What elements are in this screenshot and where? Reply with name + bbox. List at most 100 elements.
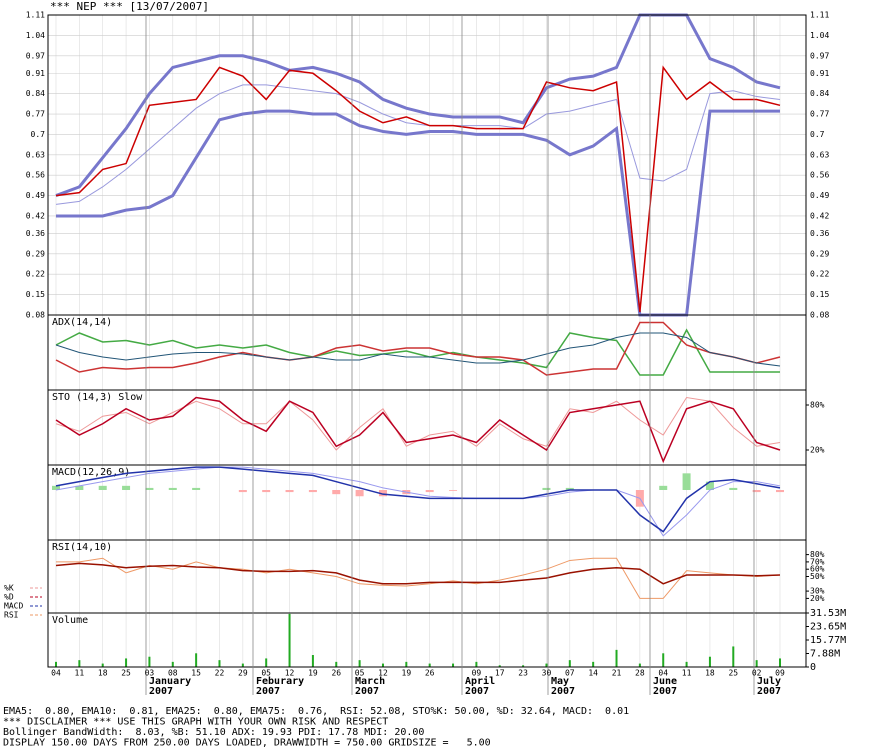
x-tick-label: 11 [682, 669, 692, 678]
series-line [55, 466, 781, 533]
series-line [56, 109, 780, 317]
x-tick-label: 19 [402, 669, 412, 678]
x-tick-label: 19 [308, 669, 318, 678]
panel-title: STO (14,3) Slow [52, 392, 143, 403]
histogram-bar [682, 473, 691, 490]
histogram-bar [52, 485, 60, 490]
volume-bar [171, 661, 174, 667]
x-tick-label: 11 [75, 669, 85, 678]
footer-line: DISPLAY 150.00 DAYS FROM 250.00 DAYS LOA… [3, 738, 491, 749]
y-tick-label-left: 0.97 [26, 51, 45, 60]
year-label: 2007 [256, 686, 280, 697]
x-tick-label: 25 [121, 669, 131, 678]
y-tick-label: 50% [810, 572, 825, 581]
y-tick-label: 0.77 [810, 110, 829, 119]
month-label: Feburary [256, 676, 304, 687]
panel-title: RSI(14,10) [52, 542, 112, 553]
y-tick-label: 0.97 [810, 51, 829, 60]
y-tick-label: 0.91 [810, 69, 829, 78]
legend-label: RSI [4, 611, 19, 620]
volume-bar [78, 660, 81, 667]
y-tick-label: 0.15 [810, 290, 829, 299]
chart-title: *** NEP *** [13/07/2007] [50, 0, 209, 13]
x-tick-label: 14 [588, 669, 598, 678]
volume-bar [218, 660, 221, 667]
x-tick-label: 26 [331, 669, 341, 678]
panel-frame [47, 539, 807, 614]
x-tick-label: 12 [378, 669, 388, 678]
volume-bar [638, 663, 641, 667]
histogram-bar [122, 485, 131, 490]
histogram-bar [238, 490, 247, 493]
panel-frame [47, 612, 807, 668]
footer-line: *** DISCLAIMER *** USE THIS GRAPH WITH Y… [3, 717, 388, 728]
histogram-bar [425, 490, 434, 493]
panel-frame [47, 314, 807, 391]
y-tick-label-left: 0.22 [26, 270, 45, 279]
histogram-bar [729, 487, 738, 490]
x-tick-label: 05 [261, 669, 271, 678]
month-label: June [653, 676, 677, 687]
y-tick-label: 0.84 [810, 89, 829, 98]
series-line [55, 65, 781, 313]
volume-bar [708, 656, 711, 667]
y-tick-label: 1.04 [810, 31, 829, 40]
volume-bar [522, 665, 525, 667]
y-tick-label: 60% [810, 565, 825, 574]
histogram-bar [308, 490, 317, 493]
y-tick-label: 15.77M [810, 635, 846, 646]
y-tick-label-left: 0.63 [26, 150, 45, 159]
y-tick-label: 0.42 [810, 211, 829, 220]
legend-label: MACD [4, 602, 23, 611]
histogram-bar [776, 490, 784, 493]
y-tick-label-left: 0.42 [26, 211, 45, 220]
histogram-bar [542, 487, 551, 490]
y-tick-label: 70% [810, 557, 825, 566]
year-label: 2007 [653, 686, 677, 697]
y-tick-label: 0.63 [810, 150, 829, 159]
year-label: 2007 [355, 686, 379, 697]
y-tick-label-left: 0.08 [26, 311, 45, 320]
month-label: April [465, 675, 495, 687]
volume-bar [195, 653, 198, 667]
volume-bar [732, 646, 735, 667]
x-tick-label: 02 [752, 669, 762, 678]
y-tick-label-left: 0.29 [26, 249, 45, 258]
y-tick-label-left: 0.91 [26, 69, 45, 78]
y-tick-label: 0.36 [810, 229, 829, 238]
volume-bar [662, 653, 665, 667]
y-tick-label-left: 0.7 [31, 130, 46, 139]
volume-bar [498, 665, 501, 667]
year-label: 2007 [149, 686, 173, 697]
x-tick-label: 07 [565, 669, 575, 678]
volume-bar [55, 661, 57, 667]
y-tick-label: 20% [810, 446, 825, 455]
volume-bar [148, 656, 151, 667]
year-label: 2007 [757, 686, 781, 697]
volume-bar [592, 661, 595, 667]
volume-bar [101, 663, 104, 667]
volume-bar [545, 663, 548, 667]
volume-bar [125, 658, 128, 667]
y-tick-label-left: 0.84 [26, 89, 45, 98]
x-tick-label: 25 [728, 669, 738, 678]
histogram-bar [75, 485, 84, 490]
volume-bar [335, 661, 338, 667]
volume-bar [405, 661, 408, 667]
series-line [55, 466, 781, 537]
series-line [55, 321, 781, 376]
histogram-bar [262, 490, 271, 493]
x-tick-label: 28 [635, 669, 645, 678]
histogram-bar [752, 490, 761, 493]
y-tick-label: 31.53M [810, 608, 846, 619]
histogram-bar [145, 487, 154, 490]
x-tick-label: 12 [285, 669, 295, 678]
month-label: January [149, 676, 191, 687]
x-tick-label: 26 [425, 669, 435, 678]
volume-bar [358, 660, 361, 667]
y-tick-label-left: 1.11 [26, 11, 45, 20]
volume-bar [428, 663, 431, 667]
x-tick-label: 08 [168, 669, 178, 678]
month-label: March [355, 676, 385, 687]
histogram-bar [98, 485, 107, 490]
